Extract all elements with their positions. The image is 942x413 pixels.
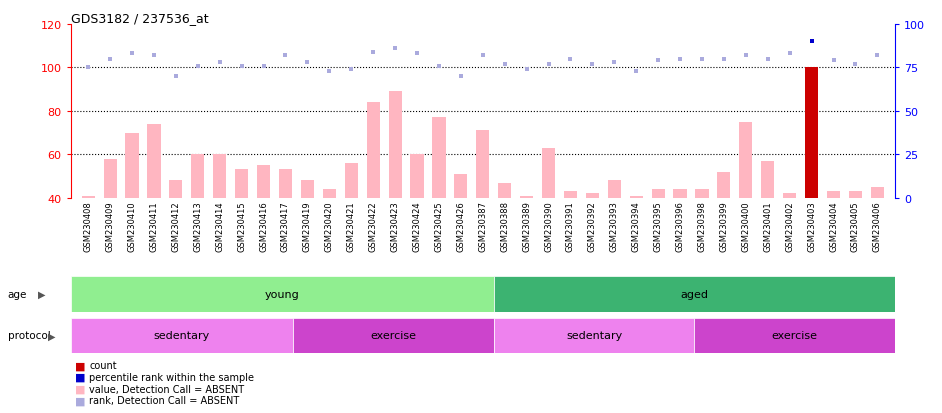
Text: ■: ■ [75, 384, 86, 394]
Text: GDS3182 / 237536_at: GDS3182 / 237536_at [71, 12, 208, 25]
Text: ■: ■ [75, 395, 86, 405]
Text: GSM230424: GSM230424 [413, 201, 421, 252]
Bar [870, 188, 884, 198]
Bar [236, 170, 248, 198]
Text: young: young [265, 289, 300, 299]
Bar [494, 277, 895, 312]
Text: GSM230423: GSM230423 [391, 201, 399, 252]
Text: protocol: protocol [8, 330, 50, 341]
Text: GSM230412: GSM230412 [171, 201, 180, 252]
Bar [783, 194, 796, 198]
Bar [279, 170, 292, 198]
Text: rank, Detection Call = ABSENT: rank, Detection Call = ABSENT [89, 395, 240, 405]
Text: GSM230404: GSM230404 [829, 201, 838, 252]
Text: GSM230391: GSM230391 [566, 201, 575, 252]
Text: GSM230392: GSM230392 [588, 201, 597, 252]
Text: GSM230410: GSM230410 [127, 201, 137, 252]
Text: GSM230425: GSM230425 [434, 201, 444, 252]
Text: aged: aged [680, 289, 708, 299]
Text: ▶: ▶ [48, 330, 56, 341]
Bar [695, 190, 708, 198]
Text: GSM230399: GSM230399 [720, 201, 728, 252]
Text: GSM230402: GSM230402 [786, 201, 794, 252]
Text: GSM230401: GSM230401 [763, 201, 772, 252]
Bar [411, 155, 424, 198]
Text: GSM230388: GSM230388 [500, 201, 510, 252]
Text: GSM230398: GSM230398 [697, 201, 706, 252]
Text: ▶: ▶ [38, 289, 45, 299]
Bar [432, 118, 446, 198]
Bar [170, 181, 183, 198]
Bar [147, 125, 160, 198]
Text: GSM230396: GSM230396 [675, 201, 685, 252]
Text: GSM230413: GSM230413 [193, 201, 203, 252]
Text: GSM230416: GSM230416 [259, 201, 268, 252]
Text: sedentary: sedentary [566, 330, 623, 341]
Bar [494, 318, 694, 353]
Bar [213, 155, 226, 198]
Text: GSM230415: GSM230415 [237, 201, 246, 252]
Bar [366, 103, 380, 198]
Bar [71, 318, 293, 353]
Bar [694, 318, 895, 353]
Text: GSM230403: GSM230403 [807, 201, 816, 252]
Bar [718, 172, 730, 198]
Text: GSM230406: GSM230406 [873, 201, 882, 252]
Bar [125, 133, 138, 198]
Text: GSM230426: GSM230426 [456, 201, 465, 252]
Bar [191, 155, 204, 198]
Text: percentile rank within the sample: percentile rank within the sample [89, 372, 254, 382]
Bar [849, 192, 862, 198]
Text: GSM230395: GSM230395 [654, 201, 662, 252]
Bar [82, 196, 95, 198]
Text: age: age [8, 289, 27, 299]
Text: GSM230393: GSM230393 [609, 201, 619, 252]
Text: GSM230400: GSM230400 [741, 201, 751, 252]
Bar [542, 148, 555, 198]
Bar [629, 196, 642, 198]
Text: exercise: exercise [370, 330, 416, 341]
Text: exercise: exercise [771, 330, 818, 341]
Text: ■: ■ [75, 372, 86, 382]
Bar [323, 190, 336, 198]
Bar [739, 122, 753, 198]
Bar [827, 192, 840, 198]
Bar [257, 166, 270, 198]
Text: GSM230389: GSM230389 [522, 201, 531, 252]
Text: GSM230405: GSM230405 [851, 201, 860, 252]
Text: GSM230419: GSM230419 [303, 201, 312, 252]
Bar [674, 190, 687, 198]
Text: GSM230417: GSM230417 [281, 201, 290, 252]
Text: count: count [89, 361, 117, 370]
Text: GSM230409: GSM230409 [106, 201, 115, 252]
Bar [388, 92, 401, 198]
Bar [293, 318, 494, 353]
Text: GSM230408: GSM230408 [84, 201, 92, 252]
Bar [586, 194, 599, 198]
Bar [300, 181, 314, 198]
Text: GSM230387: GSM230387 [479, 201, 487, 252]
Bar [454, 174, 467, 198]
Text: value, Detection Call = ABSENT: value, Detection Call = ABSENT [89, 384, 245, 394]
Bar [805, 68, 819, 198]
Bar [477, 131, 489, 198]
Text: GSM230421: GSM230421 [347, 201, 356, 252]
Bar [345, 164, 358, 198]
Text: ■: ■ [75, 361, 86, 370]
Bar [71, 277, 494, 312]
Text: GSM230411: GSM230411 [150, 201, 158, 252]
Bar [520, 196, 533, 198]
Bar [608, 181, 621, 198]
Text: GSM230390: GSM230390 [544, 201, 553, 252]
Bar [498, 183, 512, 198]
Text: GSM230394: GSM230394 [632, 201, 641, 252]
Bar [761, 161, 774, 198]
Text: GSM230414: GSM230414 [215, 201, 224, 252]
Text: GSM230420: GSM230420 [325, 201, 333, 252]
Bar [564, 192, 577, 198]
Bar [104, 159, 117, 198]
Text: GSM230422: GSM230422 [368, 201, 378, 252]
Bar [652, 190, 665, 198]
Text: sedentary: sedentary [154, 330, 210, 341]
